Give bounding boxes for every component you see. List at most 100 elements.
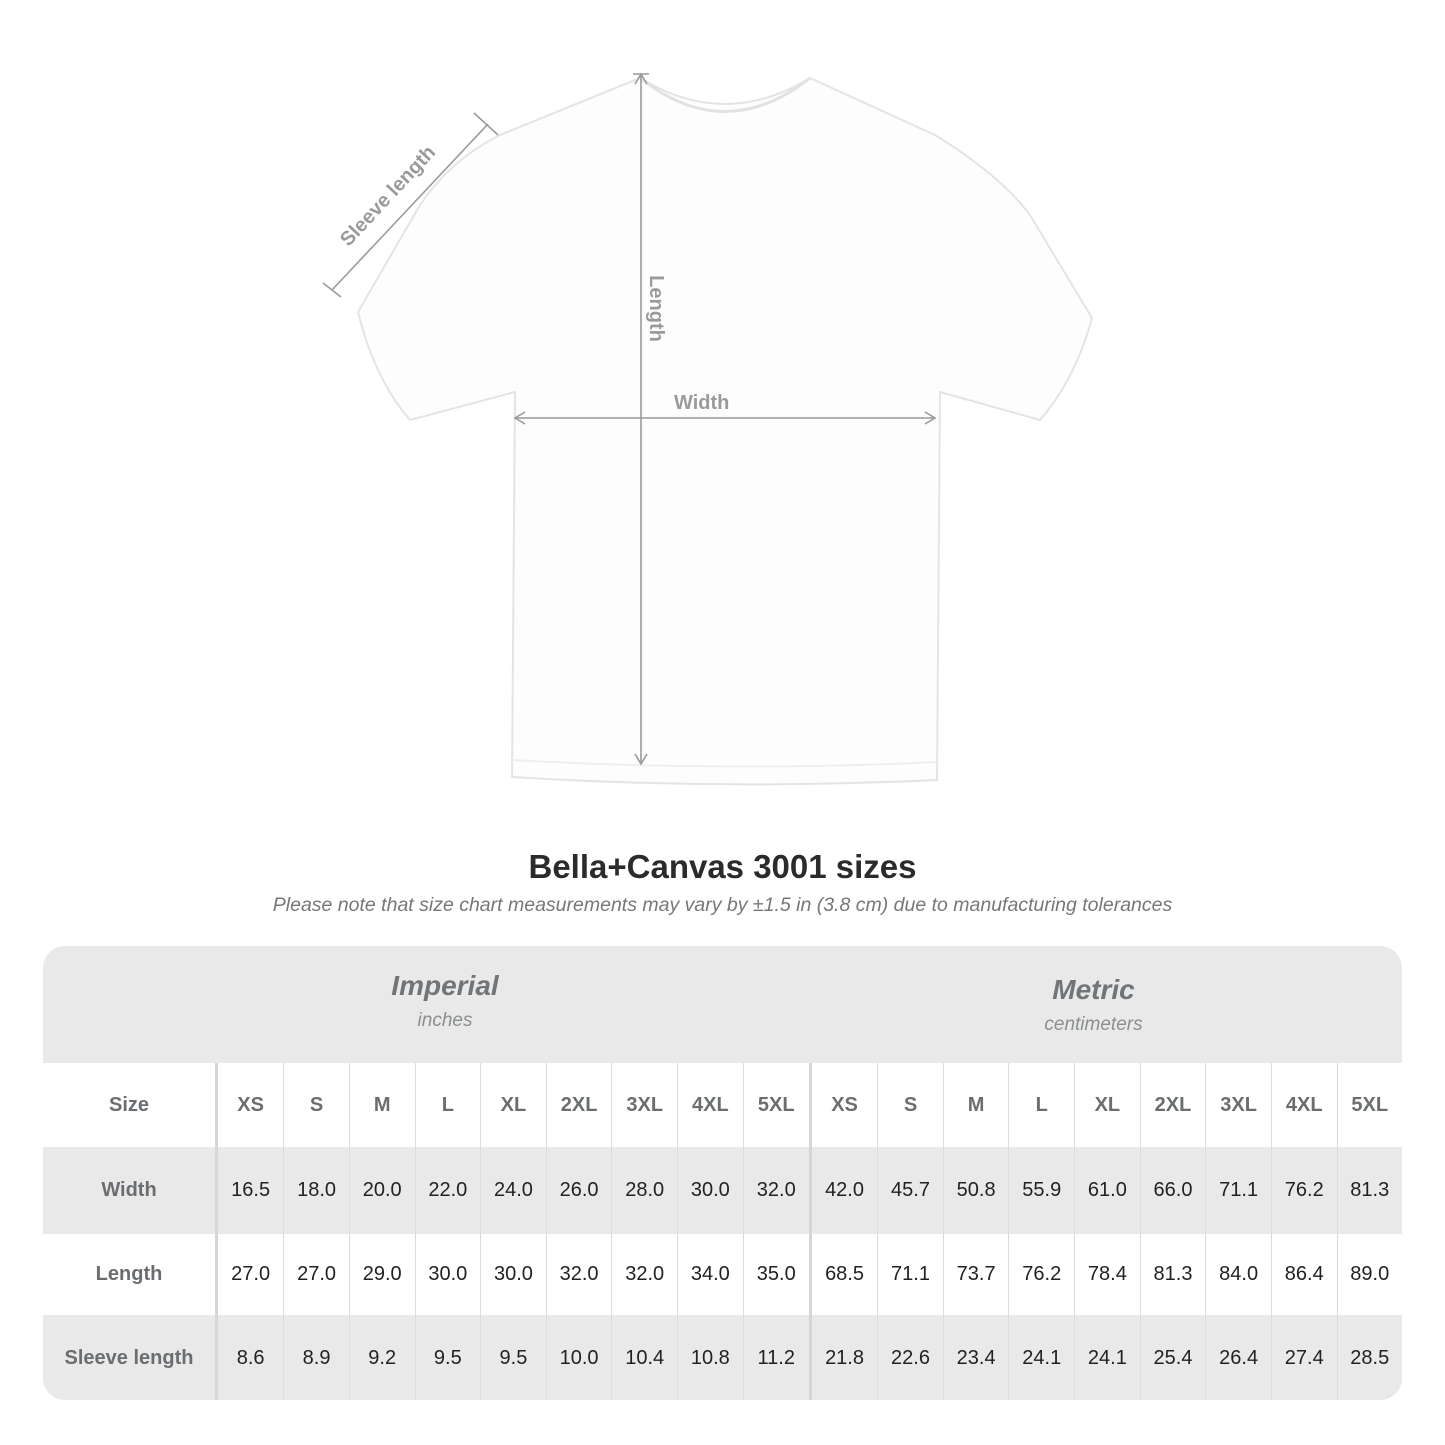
length-label: Length: [644, 275, 667, 342]
chart-title: Bella+Canvas 3001 sizes: [528, 848, 917, 885]
metric-value-cell: 23.4: [942, 1315, 1009, 1400]
metric-size-xl: XL: [1074, 1063, 1141, 1147]
imperial-value-cell: 24.0: [480, 1147, 547, 1234]
imperial-header: Imperial inches: [215, 946, 675, 1063]
imperial-value-cell: 9.5: [480, 1315, 547, 1400]
metric-size-xs: XS: [808, 1063, 878, 1147]
tshirt-collar: [639, 76, 811, 113]
metric-value-cell: 24.1: [1008, 1315, 1075, 1400]
imperial-value-cell: 26.0: [545, 1147, 612, 1234]
imperial-size-5xl: 5XL: [742, 1063, 811, 1147]
metric-value-cell: 50.8: [942, 1147, 1009, 1234]
imperial-value-cell: 9.2: [348, 1315, 416, 1400]
imperial-value-cell: 30.0: [677, 1147, 744, 1234]
metric-value-cell: 86.4: [1270, 1234, 1338, 1315]
size-chart: Imperial inches Metric centimeters Size X…: [43, 946, 1402, 1400]
metric-size-5xl: 5XL: [1336, 1063, 1402, 1147]
metric-value-cell: 73.7: [942, 1234, 1009, 1315]
metric-value-cell: 28.5: [1336, 1315, 1402, 1400]
metric-value-cell: 27.4: [1270, 1315, 1338, 1400]
metric-value-cell: 78.4: [1074, 1234, 1141, 1315]
imperial-size-m: M: [348, 1063, 416, 1147]
imperial-value-cell: 22.0: [414, 1147, 481, 1234]
table-row: Sleeve length 8.6 8.9 9.2 9.5 9.5 10.0 10.4 10.8…: [43, 1315, 1402, 1400]
tolerance-note: Please note that size chart measurements…: [272, 894, 1173, 916]
row-label: Length: [43, 1234, 218, 1315]
imperial-value-cell: 16.5: [215, 1147, 284, 1234]
imperial-value-cell: 8.9: [283, 1315, 350, 1400]
sleeve-ticks: [322, 112, 499, 298]
metric-size-l: L: [1008, 1063, 1075, 1147]
imperial-value-cell: 35.0: [742, 1234, 811, 1315]
imperial-value-cell: 30.0: [480, 1234, 547, 1315]
metric-value-cell: 25.4: [1139, 1315, 1206, 1400]
imperial-value-cell: 32.0: [545, 1234, 612, 1315]
row-label: Sleeve length: [43, 1315, 218, 1400]
length-arrow-bottom: [634, 753, 648, 766]
metric-value-cell: 81.3: [1139, 1234, 1206, 1315]
table-header-row: Size XS S M L XL 2XL 3XL 4XL 5XL XS S M L XL 2XL 3XL 4XL 5…: [43, 1063, 1402, 1147]
metric-size-2xl: 2XL: [1139, 1063, 1206, 1147]
sleeve-line: [331, 123, 489, 291]
metric-value-cell: 26.4: [1205, 1315, 1272, 1400]
imperial-value-cell: 8.6: [215, 1315, 284, 1400]
metric-value-cell: 76.2: [1270, 1147, 1338, 1234]
width-label: Width: [674, 392, 730, 414]
imperial-value-cell: 34.0: [677, 1234, 744, 1315]
metric-size-3xl: 3XL: [1205, 1063, 1272, 1147]
table-row: Length 27.0 27.0 29.0 30.0 30.0 32.0 32.0 34.0 35…: [43, 1234, 1402, 1315]
metric-size-4xl: 4XL: [1270, 1063, 1338, 1147]
imperial-size-l: L: [414, 1063, 481, 1147]
imperial-value-cell: 28.0: [611, 1147, 678, 1234]
imperial-value-cell: 10.4: [611, 1315, 678, 1400]
row-label: Width: [43, 1147, 218, 1234]
imperial-unit: inches: [417, 1010, 473, 1031]
metric-size-m: M: [942, 1063, 1009, 1147]
metric-value-cell: 71.1: [877, 1234, 944, 1315]
size-header: Size: [43, 1063, 218, 1147]
metric-header: Metric centimeters: [810, 950, 1377, 1067]
metric-value-cell: 81.3: [1336, 1147, 1402, 1234]
imperial-value-cell: 27.0: [283, 1234, 350, 1315]
imperial-size-2xl: 2XL: [545, 1063, 612, 1147]
tshirt-hem: [511, 759, 938, 768]
imperial-value-cell: 27.0: [215, 1234, 284, 1315]
metric-value-cell: 84.0: [1205, 1234, 1272, 1315]
imperial-size-3xl: 3XL: [611, 1063, 678, 1147]
imperial-title: Imperial: [391, 970, 499, 1001]
metric-value-cell: 22.6: [877, 1315, 944, 1400]
size-table: Size XS S M L XL 2XL 3XL 4XL 5XL XS S M L XL 2XL 3XL 4XL 5…: [43, 1063, 1402, 1400]
imperial-value-cell: 10.0: [545, 1315, 612, 1400]
metric-size-s: S: [877, 1063, 944, 1147]
imperial-value-cell: 32.0: [611, 1234, 678, 1315]
imperial-value-cell: 29.0: [348, 1234, 416, 1315]
imperial-value-cell: 18.0: [283, 1147, 350, 1234]
metric-value-cell: 68.5: [808, 1234, 878, 1315]
metric-value-cell: 42.0: [808, 1147, 878, 1234]
metric-value-cell: 71.1: [1205, 1147, 1272, 1234]
imperial-size-xl: XL: [480, 1063, 547, 1147]
metric-value-cell: 21.8: [808, 1315, 878, 1400]
imperial-value-cell: 9.5: [414, 1315, 481, 1400]
metric-value-cell: 61.0: [1074, 1147, 1141, 1234]
metric-title: Metric: [1052, 974, 1135, 1005]
tshirt-body: [356, 76, 1094, 786]
tshirt-illustration: [322, 72, 1094, 786]
imperial-value-cell: 20.0: [348, 1147, 416, 1234]
imperial-value-cell: 32.0: [742, 1147, 811, 1234]
imperial-size-s: S: [283, 1063, 350, 1147]
imperial-value-cell: 11.2: [742, 1315, 811, 1400]
metric-value-cell: 24.1: [1074, 1315, 1141, 1400]
metric-value-cell: 45.7: [877, 1147, 944, 1234]
imperial-size-xs: XS: [215, 1063, 284, 1147]
table-row: Width 16.5 18.0 20.0 22.0 24.0 26.0 28.0 30.0 32.…: [43, 1147, 1402, 1234]
imperial-value-cell: 30.0: [414, 1234, 481, 1315]
imperial-value-cell: 10.8: [677, 1315, 744, 1400]
length-arrow-top: [633, 72, 649, 85]
imperial-size-4xl: 4XL: [677, 1063, 744, 1147]
metric-value-cell: 66.0: [1139, 1147, 1206, 1234]
metric-unit: centimeters: [1044, 1014, 1143, 1035]
metric-value-cell: 76.2: [1008, 1234, 1075, 1315]
width-arrows: [513, 411, 937, 425]
metric-value-cell: 55.9: [1008, 1147, 1075, 1234]
